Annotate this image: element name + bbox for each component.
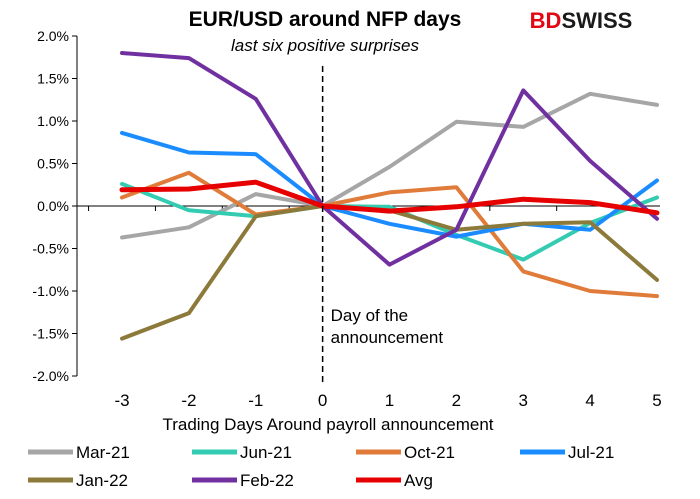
brand-suffix: SWISS [561, 8, 632, 33]
legend-label: Feb-22 [240, 471, 294, 490]
legend-label: Oct-21 [404, 443, 455, 462]
x-tick-label: 3 [519, 391, 528, 410]
y-tick-label: 1.0% [37, 113, 69, 129]
brand-prefix: BD [530, 8, 562, 33]
x-tick-label: 1 [385, 391, 394, 410]
legend-label: Avg [404, 471, 433, 490]
y-tick-label: 0.5% [37, 156, 69, 172]
chart-subtitle: last six positive surprises [231, 36, 420, 55]
y-axis: -2.0% -1.5% -1.0% -0.5% 0.0% 0.5% 1.0% 1.5% 2.0% [32, 28, 78, 384]
legend-label: Mar-21 [76, 443, 130, 462]
x-tick-label: -2 [181, 391, 196, 410]
x-tick-label: -1 [248, 391, 263, 410]
annotation-text: Day of the [331, 306, 409, 325]
series-line-avg [119, 179, 660, 216]
legend: Mar-21 Jun-21 Oct-21 Jul-21 Jan-22 Feb-22 Avg [28, 443, 614, 490]
y-tick-label: -1.5% [32, 326, 69, 342]
svg-text:BDSWISS: BDSWISS [530, 8, 633, 33]
y-tick-label: 1.5% [37, 71, 69, 87]
x-tick-label: -3 [114, 391, 129, 410]
y-tick-label: -2.0% [32, 368, 69, 384]
series-line-feb-22 [120, 51, 659, 267]
annotation-text: announcement [331, 328, 444, 347]
brand-logo: BDSWISS [530, 8, 633, 33]
series-line-oct-21 [120, 170, 659, 299]
y-tick-label: -1.0% [32, 283, 69, 299]
x-tick-label: 5 [652, 391, 661, 410]
y-tick-label: 0.0% [37, 198, 69, 214]
y-tick-label: 2.0% [37, 28, 69, 44]
series-line-mar-21 [120, 91, 659, 240]
legend-label: Jul-21 [568, 443, 614, 462]
annotation: Day of the announcement [321, 66, 444, 384]
x-tick-label: 2 [452, 391, 461, 410]
series-line-jun-21 [120, 181, 659, 262]
series-line-jul-21 [120, 130, 659, 239]
x-axis-label: Trading Days Around payroll announcement [162, 415, 493, 434]
chart-title: EUR/USD around NFP days [189, 8, 462, 31]
series-layer [119, 51, 660, 341]
x-tick-label: 4 [585, 391, 594, 410]
legend-label: Jun-21 [240, 443, 292, 462]
x-tick-label: 0 [318, 391, 327, 410]
legend-label: Jan-22 [76, 471, 128, 490]
y-tick-label: -0.5% [32, 241, 69, 257]
